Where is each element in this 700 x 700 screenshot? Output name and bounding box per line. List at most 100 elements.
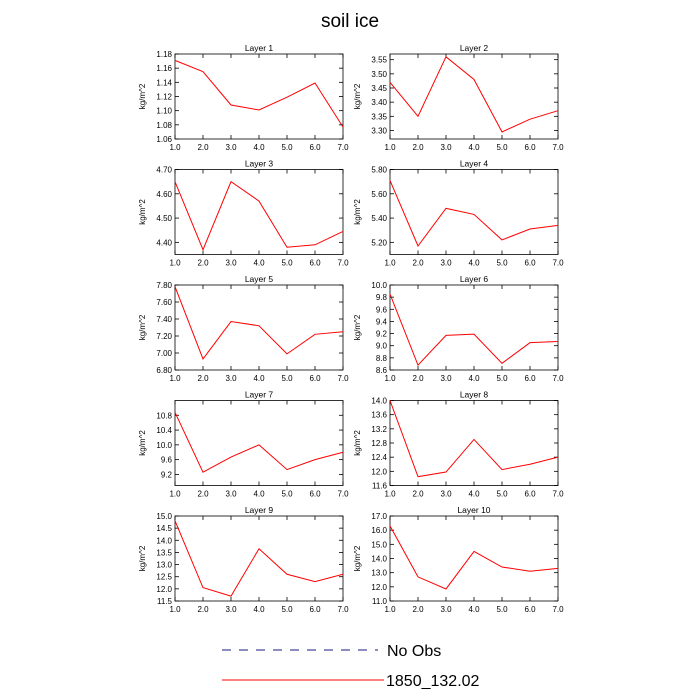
y-axis-label: kg/m^2 bbox=[138, 545, 147, 571]
panel-title: Layer 7 bbox=[245, 390, 274, 400]
y-axis-label: kg/m^2 bbox=[353, 199, 362, 225]
y-tick-label: 11.5 bbox=[157, 597, 173, 606]
x-tick-label: 4.0 bbox=[253, 143, 265, 152]
y-tick-label: 1.16 bbox=[156, 64, 172, 73]
series-line-1 bbox=[389, 56, 559, 133]
x-tick-label: 1.0 bbox=[169, 143, 181, 152]
panel-layer-3: Layer 3 4.40 4.50 4.60 4.70 1.0 2.0 3.0 4.0 5.0 6.… bbox=[138, 159, 349, 268]
y-axis-label: kg/m^2 bbox=[138, 199, 147, 225]
x-tick-label: 4.0 bbox=[253, 259, 265, 268]
x-tick-label: 2.0 bbox=[412, 259, 424, 268]
x-tick-label: 6.0 bbox=[309, 143, 321, 152]
panel-title: Layer 8 bbox=[460, 390, 489, 400]
series-line-1 bbox=[389, 180, 559, 247]
y-tick-label: 7.60 bbox=[156, 298, 172, 307]
y-axis-label: kg/m^2 bbox=[138, 314, 147, 340]
x-tick-label: 7.0 bbox=[552, 143, 564, 152]
panel-grid: Layer 1 1.06 1.08 1.10 1.12 1.14 1.16 1.18 1.0 2.… bbox=[138, 43, 564, 614]
x-tick-label: 7.0 bbox=[337, 143, 349, 152]
x-tick-label: 1.0 bbox=[384, 605, 396, 614]
x-tick-label: 6.0 bbox=[309, 605, 321, 614]
panel-layer-5: Layer 5 6.80 7.00 7.20 7.40 7.60 7.80 1.0 2.0 3.0… bbox=[138, 274, 349, 383]
x-tick-label: 6.0 bbox=[309, 490, 321, 499]
panel-title: Layer 4 bbox=[460, 159, 489, 169]
y-tick-label: 10.8 bbox=[156, 411, 172, 420]
y-axis-label: kg/m^2 bbox=[138, 83, 147, 109]
y-tick-label: 14.0 bbox=[156, 536, 172, 545]
x-tick-label: 3.0 bbox=[225, 259, 237, 268]
y-tick-label: 13.0 bbox=[156, 561, 172, 570]
x-tick-label: 7.0 bbox=[337, 374, 349, 383]
plot-frame bbox=[174, 284, 344, 371]
y-tick-label: 9.6 bbox=[161, 456, 173, 465]
y-axis-label: kg/m^2 bbox=[353, 430, 362, 456]
y-tick-label: 9.2 bbox=[376, 330, 388, 339]
plot-frame bbox=[174, 400, 344, 486]
y-tick-label: 5.40 bbox=[371, 214, 387, 223]
y-tick-label: 13.0 bbox=[371, 569, 387, 578]
x-tick-label: 5.0 bbox=[281, 490, 293, 499]
y-tick-label: 7.40 bbox=[156, 315, 172, 324]
series-line-1 bbox=[174, 520, 344, 597]
x-tick-label: 6.0 bbox=[524, 143, 536, 152]
y-tick-label: 10.0 bbox=[371, 281, 387, 290]
y-tick-label: 3.40 bbox=[371, 98, 387, 107]
y-tick-label: 12.5 bbox=[156, 573, 172, 582]
y-axis-label: kg/m^2 bbox=[353, 314, 362, 340]
figure-title: soil ice bbox=[321, 11, 379, 32]
x-tick-label: 6.0 bbox=[524, 605, 536, 614]
y-tick-label: 14.0 bbox=[371, 555, 387, 564]
x-tick-label: 1.0 bbox=[384, 490, 396, 499]
panel-layer-9: Layer 9 11.5 12.0 12.5 13.0 13.5 14.0 14.5 15.0 1… bbox=[138, 505, 349, 614]
x-tick-label: 2.0 bbox=[197, 490, 209, 499]
x-tick-label: 4.0 bbox=[253, 490, 265, 499]
x-tick-label: 6.0 bbox=[309, 374, 321, 383]
y-tick-label: 14.5 bbox=[156, 524, 172, 533]
y-tick-label: 9.6 bbox=[376, 305, 388, 314]
x-tick-label: 4.0 bbox=[468, 490, 480, 499]
y-tick-label: 9.0 bbox=[376, 342, 388, 351]
x-tick-label: 4.0 bbox=[253, 605, 265, 614]
x-tick-label: 5.0 bbox=[496, 259, 508, 268]
panel-layer-8: Layer 8 11.6 12.0 12.4 12.8 13.2 13.6 14.0 1.0 2.… bbox=[353, 390, 564, 499]
y-tick-label: 5.60 bbox=[371, 190, 387, 199]
x-tick-label: 5.0 bbox=[496, 605, 508, 614]
x-tick-label: 5.0 bbox=[281, 605, 293, 614]
x-tick-label: 2.0 bbox=[197, 259, 209, 268]
series-line-1 bbox=[389, 293, 559, 367]
y-tick-label: 8.8 bbox=[376, 354, 388, 363]
x-tick-label: 4.0 bbox=[468, 605, 480, 614]
series-line-1 bbox=[174, 180, 344, 251]
x-tick-label: 7.0 bbox=[337, 605, 349, 614]
y-tick-label: 4.60 bbox=[156, 190, 172, 199]
y-tick-label: 1.10 bbox=[156, 107, 172, 116]
y-tick-label: 9.4 bbox=[376, 317, 388, 326]
y-tick-label: 3.35 bbox=[371, 112, 387, 121]
x-tick-label: 7.0 bbox=[552, 490, 564, 499]
panel-title: Layer 5 bbox=[245, 274, 274, 284]
y-tick-label: 13.2 bbox=[371, 425, 387, 434]
y-axis-label: kg/m^2 bbox=[353, 545, 362, 571]
x-tick-label: 5.0 bbox=[281, 259, 293, 268]
y-tick-label: 15.0 bbox=[156, 512, 172, 521]
legend: No Obs 1850_132.02 bbox=[222, 643, 480, 690]
y-tick-label: 12.0 bbox=[156, 585, 172, 594]
series-line-1 bbox=[174, 412, 344, 473]
x-tick-label: 3.0 bbox=[225, 143, 237, 152]
y-tick-label: 10.4 bbox=[156, 426, 172, 435]
y-tick-label: 3.50 bbox=[371, 70, 387, 79]
y-tick-label: 16.0 bbox=[371, 526, 387, 535]
y-tick-label: 3.45 bbox=[371, 84, 387, 93]
x-tick-label: 3.0 bbox=[440, 490, 452, 499]
y-tick-label: 4.70 bbox=[156, 166, 172, 175]
panel-title: Layer 3 bbox=[245, 159, 274, 169]
y-tick-label: 5.20 bbox=[371, 238, 387, 247]
x-tick-label: 1.0 bbox=[169, 490, 181, 499]
plot-frame bbox=[389, 400, 559, 486]
x-tick-label: 2.0 bbox=[412, 605, 424, 614]
x-tick-label: 2.0 bbox=[197, 143, 209, 152]
panel-title: Layer 1 bbox=[245, 43, 274, 53]
x-tick-label: 4.0 bbox=[468, 143, 480, 152]
x-tick-label: 7.0 bbox=[337, 490, 349, 499]
